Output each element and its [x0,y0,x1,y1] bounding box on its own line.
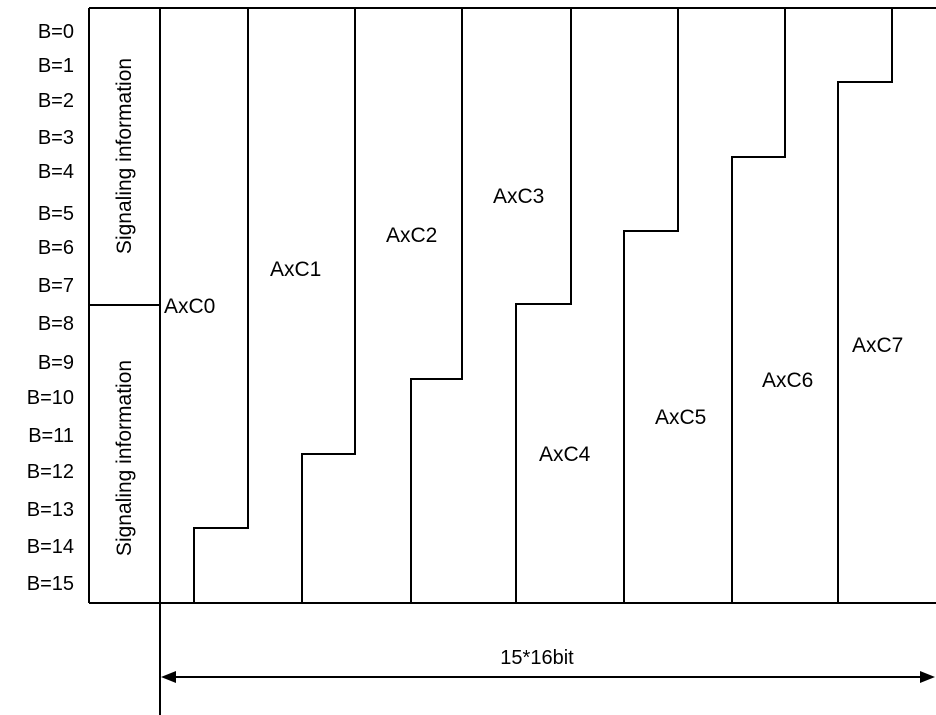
axc-label-5: AxC5 [655,406,706,429]
dimension-arrowhead-left [161,671,176,683]
signaling-info-upper: Signaling information [113,58,136,254]
row-label-b9: B=9 [38,352,74,374]
axc-label-2: AxC2 [386,224,437,247]
axc-label-3: AxC3 [493,185,544,208]
row-label-b7: B=7 [38,275,74,297]
row-label-b13: B=13 [27,499,74,521]
row-label-b8: B=8 [38,313,74,335]
axc-boundary-5-6 [731,8,786,603]
row-label-b3: B=3 [38,127,74,149]
signaling-info-lower: Signaling information [113,360,136,556]
row-label-b11: B=11 [28,425,74,447]
axc-labels: AxC0 AxC1 AxC2 AxC3 AxC4 AxC5 AxC6 AxC7 [164,185,903,466]
row-label-b5: B=5 [38,203,74,225]
dimension-arrowhead-right [920,671,935,683]
axc-label-1: AxC1 [270,258,321,281]
row-label-b0: B=0 [38,21,74,43]
row-label-b12: B=12 [27,461,74,483]
axc-boundary-4-5 [623,8,679,603]
axc-label-6: AxC6 [762,369,813,392]
row-label-b15: B=15 [27,573,74,595]
frame-lines [88,7,936,715]
axc-boundary-6-7 [837,8,893,603]
axc-label-0: AxC0 [164,295,215,318]
dimension-label: 15*16bit [500,647,574,669]
row-label-b1: B=1 [38,55,74,77]
dimension-arrow: 15*16bit [161,647,935,683]
axc-boundary-2-3 [410,8,463,603]
row-label-b6: B=6 [38,237,74,259]
row-label-b2: B=2 [38,90,74,112]
row-label-b4: B=4 [38,161,74,183]
axc-boundary-0-1 [193,8,249,603]
row-label-b14: B=14 [27,536,74,558]
row-labels: B=0 B=1 B=2 B=3 B=4 B=5 B=6 B=7 B=8 B=9 … [27,21,74,595]
axc-boundary-3-4 [515,8,572,603]
axc-boundaries [193,8,893,603]
axc-label-4: AxC4 [539,443,591,466]
axc-boundary-1-2 [301,8,356,603]
row-label-b10: B=10 [27,387,74,409]
axc-label-7: AxC7 [852,334,903,357]
